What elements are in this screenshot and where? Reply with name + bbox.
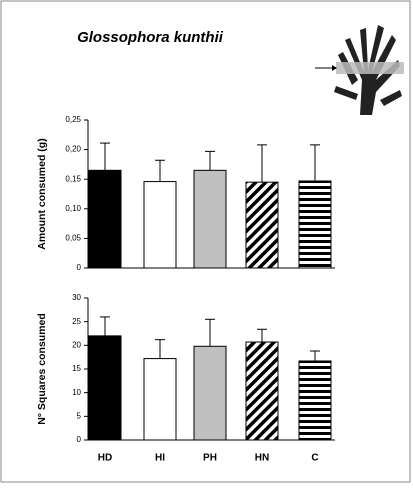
bar — [246, 182, 278, 268]
seaweed-icon — [315, 25, 404, 115]
y-tick-label: 10 — [72, 388, 81, 397]
bar — [194, 170, 226, 268]
x-tick-label: HN — [255, 453, 269, 464]
y-tick-label: 20 — [72, 340, 81, 349]
y-axis-label: N° Squares consumed — [36, 313, 48, 425]
bar — [246, 342, 278, 440]
x-tick-label: C — [311, 453, 318, 464]
y-axis-label: Amount consumed (g) — [36, 138, 48, 249]
y-tick-label: 0,10 — [65, 204, 81, 213]
y-tick-label: 5 — [77, 411, 82, 420]
x-tick-label: HI — [155, 453, 165, 464]
chart-title: Glossophora kunthii — [77, 29, 224, 46]
y-tick-label: 0 — [77, 263, 82, 272]
y-tick-label: 0,05 — [65, 234, 81, 243]
y-tick-label: 25 — [72, 317, 81, 326]
y-tick-label: 0,25 — [65, 115, 81, 124]
bar — [144, 182, 176, 268]
bar — [89, 170, 121, 268]
y-tick-label: 0 — [77, 435, 82, 444]
figure: Glossophora kunthii Amount consumed (g) 0… — [0, 0, 413, 485]
bar — [89, 336, 121, 440]
bar — [299, 361, 331, 440]
bar — [299, 181, 331, 268]
y-tick-label: 15 — [72, 364, 81, 373]
y-tick-label: 0,20 — [65, 145, 81, 154]
y-tick-label: 0,15 — [65, 174, 81, 183]
x-tick-label: PH — [203, 453, 217, 464]
x-tick-label: HD — [98, 453, 112, 464]
y-tick-label: 30 — [72, 293, 81, 302]
bar — [144, 359, 176, 440]
bar — [194, 346, 226, 440]
